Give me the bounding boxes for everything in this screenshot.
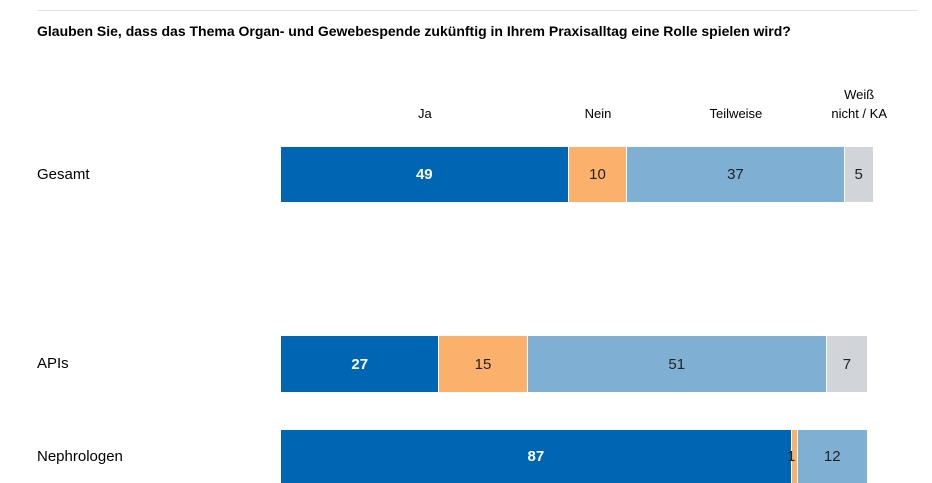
bar-segment: 87 [281,430,791,483]
legend-label: Nein [584,106,612,121]
value-label: 5 [854,166,863,183]
legend-label: Ja [417,106,432,121]
value-label: 12 [823,448,841,465]
chart-title: Glauben Sie, dass das Thema Organ- und G… [37,23,791,39]
bar-segment: 15 [439,336,527,392]
category-label: Nephrologen [37,447,123,465]
value-label: 49 [415,166,433,183]
value-label: 15 [474,355,492,373]
value-label: 51 [668,355,686,373]
value-label: 7 [842,355,852,373]
bar-segment: 7 [826,336,867,392]
category-label: APIs [37,355,69,372]
divider [37,10,917,11]
bar-segment: 12 [797,430,867,483]
value-label: 1 [786,448,796,465]
bar-segment: 37 [627,147,844,202]
legend-label: Weiß nicht / KA [831,87,887,121]
bar-segment: 27 [281,336,439,392]
bar-segment: 10 [568,147,627,202]
value-label: 10 [589,166,606,183]
value-label: 87 [527,448,545,465]
value-label: 37 [727,166,744,183]
bar-segment: 1 [787,430,797,483]
category-label: Gesamt [37,165,90,183]
bar-segment: 49 [281,147,568,202]
value-label: 27 [351,355,369,373]
bar-segment: 51 [527,336,826,392]
bar-segment: 5 [844,147,873,202]
legend-label: Teilweise [709,106,763,121]
